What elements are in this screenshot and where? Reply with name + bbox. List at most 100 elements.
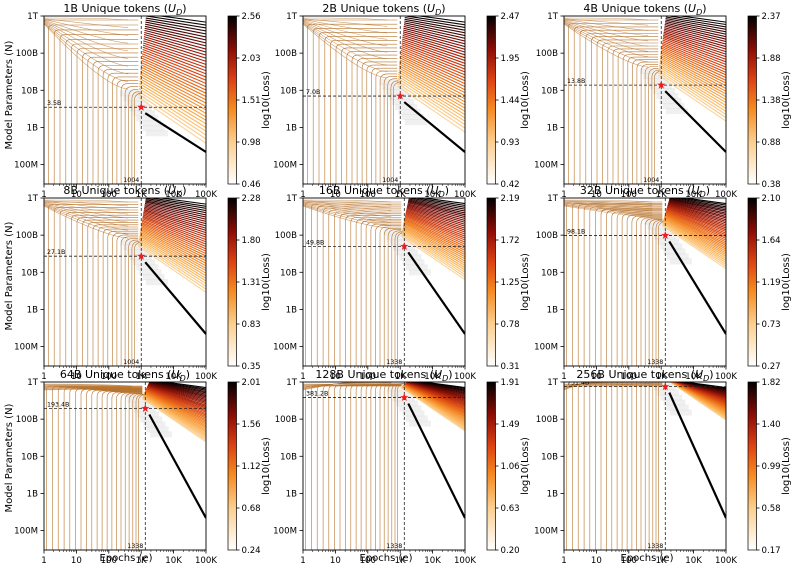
- optimum-star-marker: [400, 393, 409, 401]
- y-tick-label-10B: 10B: [541, 86, 558, 96]
- contour-line-fan: [303, 382, 354, 390]
- frontier-band-step: [120, 90, 143, 97]
- contour-line-right: [667, 205, 726, 227]
- axes-frame: [563, 381, 727, 551]
- contour-line-fan: [564, 21, 649, 47]
- frontier-band-step: [650, 228, 673, 235]
- contour-line-left: [591, 36, 659, 184]
- contour-line-left: [393, 81, 402, 184]
- frontier-boundary-line: [144, 112, 206, 153]
- contour-line-fan: [44, 385, 133, 388]
- contour-line-right: [663, 217, 726, 254]
- contour-line-right: [663, 31, 726, 53]
- contour-line-right: [144, 202, 206, 218]
- contour-line-right: [661, 47, 726, 79]
- contour-line-right: [660, 55, 726, 92]
- contour-line-fan: [44, 386, 133, 389]
- contour-line-right: [399, 59, 465, 94]
- contour-line-right: [143, 207, 206, 227]
- contour-line-right: [143, 394, 206, 435]
- colorbar-tick-label: 1.82: [762, 378, 781, 388]
- contour-line-right: [680, 382, 726, 389]
- contour-line-right: [662, 223, 726, 268]
- colorbar-tick-label: 1.88: [762, 54, 781, 64]
- frontier-band-step: [136, 264, 159, 271]
- contour-line-fan: [44, 202, 129, 219]
- contour-line-right: [668, 199, 726, 214]
- frontier-boundary-line: [668, 240, 726, 335]
- contour-line-right: [662, 39, 726, 66]
- contour-line-right: [400, 53, 465, 85]
- contour-line-right: [145, 200, 206, 214]
- contour-line-right: [142, 396, 206, 438]
- contour-line-fan: [303, 202, 392, 214]
- contour-line-left: [573, 26, 659, 184]
- panel-title-subscript: D: [439, 190, 445, 199]
- contour-line-right: [139, 75, 206, 115]
- contour-line-right: [406, 207, 465, 227]
- contour-line-left: [346, 51, 398, 184]
- contour-line-right: [144, 206, 206, 225]
- x-tick-label-100: 100: [621, 372, 637, 382]
- contour-line-right: [401, 234, 465, 278]
- contour-line-right: [401, 40, 465, 64]
- contour-line-right: [145, 388, 206, 415]
- colorbar-tick-label: 1.06: [501, 462, 520, 472]
- contour-line-right: [149, 382, 206, 393]
- contour-line-left: [128, 89, 139, 184]
- frontier-band-step: [404, 119, 427, 126]
- contour-line-right: [140, 66, 206, 101]
- optimum-epochs-annotation: 1338: [386, 543, 402, 550]
- contour-line-right: [665, 16, 726, 28]
- contour-line-right: [661, 49, 726, 81]
- frontier-band-step: [399, 254, 422, 261]
- optimum-params-annotation: 381.2B: [306, 391, 328, 398]
- contour-line-right: [147, 384, 206, 403]
- contour-line-right: [680, 198, 726, 205]
- contour-line-left: [75, 388, 143, 550]
- contour-line-right: [659, 62, 726, 104]
- x-tick-label-10K: 10K: [424, 190, 441, 200]
- contour-line-right: [402, 229, 465, 269]
- contour-line-right: [156, 16, 206, 23]
- contour-line-fan: [44, 200, 129, 207]
- contour-line-right: [396, 85, 465, 133]
- panel-title-value: 8B Unique tokens (: [63, 184, 168, 197]
- optimum-epochs-annotation: 1338: [127, 543, 143, 550]
- y-tick-label-100B: 100B: [16, 49, 38, 59]
- contour-lines-right: [141, 382, 206, 443]
- contour-line-left: [92, 61, 139, 184]
- contour-line-right: [399, 57, 465, 91]
- colorbar-tick-label: 1.44: [501, 96, 520, 106]
- contour-line-fan: [44, 21, 129, 67]
- contour-lines-left: [44, 199, 143, 366]
- y-tick-label-100M: 100M: [273, 343, 297, 353]
- contour-line-right: [665, 211, 726, 240]
- contour-line-fan: [44, 387, 133, 390]
- contour-line-right: [406, 209, 465, 231]
- contour-line-right: [403, 27, 465, 45]
- x-tick-label-100K: 100K: [195, 556, 217, 566]
- contour-line-right: [669, 198, 726, 209]
- colorbar-tick-label: 1.80: [242, 236, 261, 246]
- contour-line-right: [667, 204, 726, 226]
- colorbar-label: log10(Loss): [261, 71, 272, 129]
- contour-line-left: [621, 213, 663, 366]
- frontier-boundary-line: [668, 392, 726, 519]
- y-tick-label-100B: 100B: [536, 49, 558, 59]
- contour-line-left: [644, 66, 659, 184]
- contour-line-right: [665, 209, 726, 236]
- contour-line-fan: [44, 19, 129, 44]
- contour-lines-right: [400, 382, 465, 432]
- contour-line-fan: [303, 23, 388, 79]
- contour-line-right: [658, 72, 726, 119]
- contour-line-left: [627, 56, 659, 184]
- contour-line-right: [145, 16, 206, 26]
- contour-line-left: [577, 383, 663, 550]
- panel-title: 4B Unique tokens (UD): [583, 2, 706, 17]
- contour-line-left: [355, 384, 402, 550]
- contour-line-left: [339, 213, 402, 366]
- contour-line-right: [139, 73, 206, 111]
- contour-line-right: [143, 211, 206, 234]
